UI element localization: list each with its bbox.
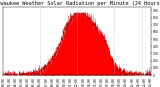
Title: Milwaukee Weather Solar Radiation per Minute (24 Hours): Milwaukee Weather Solar Radiation per Mi… bbox=[0, 1, 160, 6]
